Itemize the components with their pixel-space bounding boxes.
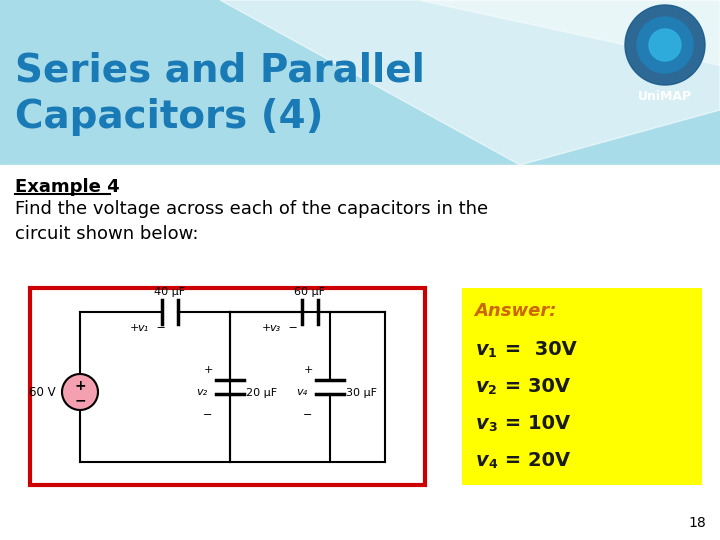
Text: UniMAP: UniMAP — [638, 90, 692, 103]
Circle shape — [649, 29, 681, 61]
Circle shape — [62, 374, 98, 410]
Text: v₃: v₃ — [269, 323, 280, 333]
Bar — [462, 288, 702, 485]
Text: 60 V: 60 V — [30, 386, 56, 399]
Text: −: − — [303, 410, 312, 420]
Bar — [0, 165, 720, 540]
Text: =  30V: = 30V — [498, 340, 577, 359]
Circle shape — [637, 17, 693, 73]
Text: v: v — [476, 451, 489, 470]
Text: Capacitors (4): Capacitors (4) — [15, 98, 323, 136]
Text: v: v — [476, 340, 489, 359]
Text: 20 μF: 20 μF — [246, 388, 277, 398]
Text: 4: 4 — [488, 458, 497, 471]
Circle shape — [625, 5, 705, 85]
Text: v₁: v₁ — [137, 323, 148, 333]
Text: +: + — [74, 379, 86, 393]
Text: 18: 18 — [688, 516, 706, 530]
Text: 1: 1 — [488, 347, 497, 360]
Text: v: v — [476, 377, 489, 396]
Text: −: − — [285, 323, 298, 333]
Text: 2: 2 — [488, 384, 497, 397]
Text: v₄: v₄ — [297, 387, 307, 397]
Text: 40 μF: 40 μF — [154, 287, 186, 297]
Text: = 30V: = 30V — [498, 377, 570, 396]
Text: 3: 3 — [488, 421, 497, 434]
Text: v₂: v₂ — [197, 387, 207, 397]
Text: = 20V: = 20V — [498, 451, 570, 470]
Text: +: + — [262, 323, 275, 333]
Text: Example 4: Example 4 — [15, 178, 120, 196]
Polygon shape — [220, 0, 720, 165]
Text: +: + — [130, 323, 143, 333]
Text: −: − — [203, 410, 212, 420]
Bar — [0, 0, 720, 165]
Text: Find the voltage across each of the capacitors in the
circuit shown below:: Find the voltage across each of the capa… — [15, 200, 488, 243]
Polygon shape — [420, 0, 720, 65]
Text: −: − — [153, 323, 166, 333]
Text: −: − — [74, 393, 86, 407]
Text: +: + — [203, 365, 212, 375]
Text: 60 μF: 60 μF — [294, 287, 325, 297]
Text: +: + — [303, 365, 312, 375]
Text: v: v — [476, 414, 489, 433]
Bar — [30, 288, 425, 485]
Text: 30 μF: 30 μF — [346, 388, 377, 398]
Text: = 10V: = 10V — [498, 414, 570, 433]
Text: Answer:: Answer: — [474, 302, 557, 320]
Text: Series and Parallel: Series and Parallel — [15, 52, 425, 90]
